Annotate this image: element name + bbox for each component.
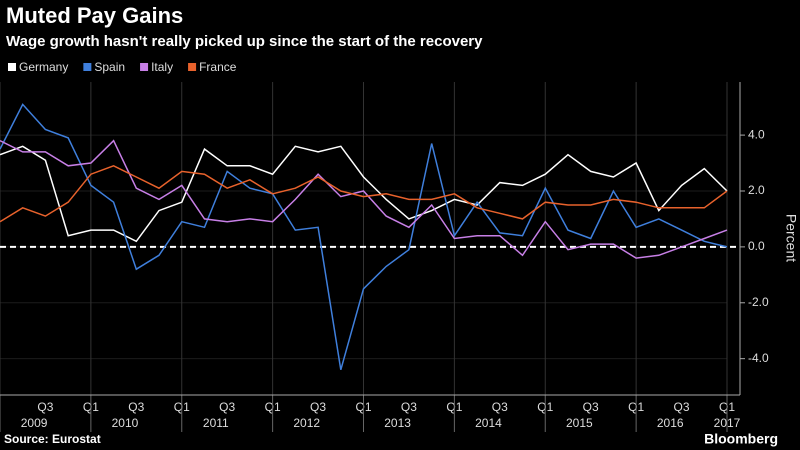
x-tick-label: Q3 [492, 400, 508, 414]
chart-title: Muted Pay Gains [6, 3, 183, 28]
legend-label: Italy [151, 60, 173, 74]
legend-swatch [140, 63, 149, 71]
y-tick-label: 2.0 [748, 183, 765, 197]
series-line [0, 164, 728, 223]
series-line [0, 145, 728, 243]
legend-label: France [199, 60, 237, 74]
y-tick-label: -4.0 [748, 351, 769, 365]
legend-label: Spain [94, 60, 125, 74]
y-tick-label: -2.0 [748, 295, 769, 309]
brand: Bloomberg [704, 431, 778, 447]
y-tick-label: 4.0 [748, 127, 765, 141]
x-tick-label: Q3 [401, 400, 417, 414]
series-line [0, 139, 728, 259]
year-label: 2011 [203, 416, 229, 430]
x-tick-label: Q3 [310, 400, 326, 414]
x-tick-label: Q3 [37, 400, 53, 414]
x-tick-label: Q3 [128, 400, 144, 414]
year-label: 2012 [293, 416, 320, 430]
year-label: 2017 [714, 416, 741, 430]
legend-swatch [83, 63, 92, 71]
series-line [0, 103, 728, 371]
year-label: 2015 [566, 416, 593, 430]
legend-swatch [188, 63, 197, 71]
year-label: 2016 [657, 416, 684, 430]
legend-label: Germany [19, 60, 68, 74]
y-tick-label: 0.0 [748, 239, 765, 253]
x-tick-label: Q3 [674, 400, 690, 414]
source: Source: Eurostat [4, 432, 101, 446]
year-label: 2010 [112, 416, 139, 430]
legend-swatch [8, 63, 16, 71]
year-label: 2013 [384, 416, 411, 430]
y-axis-label: Percent [783, 214, 799, 262]
year-label: 2009 [21, 416, 48, 430]
x-tick-label: Q3 [583, 400, 599, 414]
chart-subtitle: Wage growth hasn't really picked up sinc… [6, 33, 483, 50]
x-tick-label: Q3 [219, 400, 235, 414]
year-label: 2014 [475, 416, 502, 430]
